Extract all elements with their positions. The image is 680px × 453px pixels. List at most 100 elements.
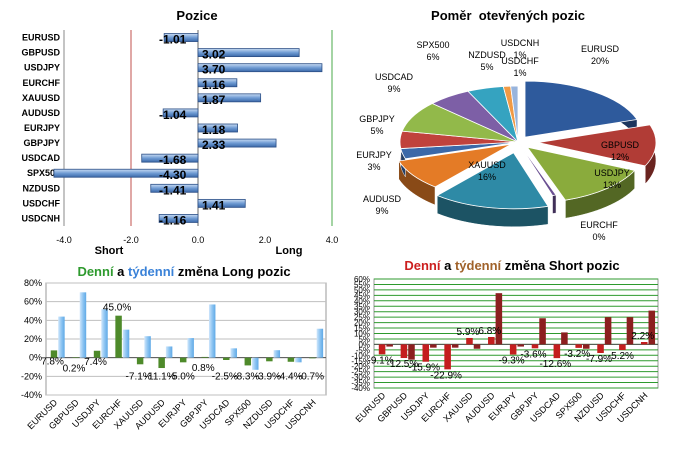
data-label: 2.2% <box>631 331 654 342</box>
category-label: USDCNH <box>21 213 60 223</box>
y-tick-label: 10% <box>354 330 370 339</box>
daily-change-bar <box>466 337 473 345</box>
category-label: EURCHF <box>23 78 61 88</box>
daily-change-bar <box>115 315 122 358</box>
weekly-change-bar <box>252 357 259 370</box>
position-bar <box>197 78 238 88</box>
daily-change-bar <box>444 344 451 370</box>
position-value-label: -4.30 <box>159 168 187 182</box>
pie-slice-label: USDJPY <box>594 168 630 178</box>
x-tick-label: 0.0 <box>192 235 205 245</box>
position-value-label: 2.33 <box>202 138 226 152</box>
daily-change-bar <box>378 344 386 355</box>
pie-slice-percent: 3% <box>367 162 380 172</box>
long-label: Long <box>276 245 303 257</box>
pie-slice-label: XAUUSD <box>468 160 506 170</box>
long-change-title: Denní a týdenní změna Long pozic <box>77 264 290 279</box>
position-value-label: 1.18 <box>202 123 226 137</box>
pie-slice-label: USDCNH <box>501 38 540 48</box>
data-label: -9.3% <box>499 356 525 367</box>
weekly-change-bar <box>144 336 151 358</box>
short-change-title: Denní a týdenní změna Short pozic <box>404 258 619 273</box>
pie-slice-label: GBPUSD <box>601 140 640 150</box>
daily-change-bar <box>201 356 208 358</box>
category-label: EURUSD <box>22 33 61 43</box>
y-tick-label: -35% <box>351 379 370 388</box>
pie-slice-percent: 1% <box>513 50 526 60</box>
y-tick-label: 40% <box>354 297 370 306</box>
y-tick-label: 25% <box>354 313 370 322</box>
pie-slice <box>526 146 636 201</box>
data-label: -15.9% <box>408 363 440 374</box>
weekly-change-bar <box>230 348 237 358</box>
daily-change-bar <box>531 344 539 349</box>
position-bar <box>158 214 199 223</box>
daily-change-bar <box>158 357 165 369</box>
pie-slice-label: EURUSD <box>581 44 620 54</box>
short-title-and: a <box>440 258 454 273</box>
pie-slice-percent: 9% <box>387 84 400 94</box>
category-label: NZDUSD <box>23 183 61 193</box>
data-label: -12.6% <box>539 359 571 370</box>
data-label: -3.2% <box>564 349 590 360</box>
pie-slice-percent: 1% <box>513 68 526 78</box>
weekly-change-bar <box>582 344 590 349</box>
position-bar <box>197 123 238 133</box>
data-label: -9.1% <box>367 355 393 366</box>
x-tick-label: 4.0 <box>326 235 339 245</box>
y-tick-label: 40% <box>24 315 42 325</box>
weekly-change-bar <box>79 292 87 358</box>
long-change-chart: Denní a týdenní změna Long pozic -40% -20… <box>21 264 327 432</box>
daily-change-bar <box>287 357 295 362</box>
position-value-label: 1.16 <box>202 78 226 92</box>
weekly-change-bar <box>122 329 130 358</box>
y-tick-label: 60% <box>24 297 42 307</box>
data-label: -11.1% <box>145 372 176 383</box>
positions-chart: Pozice EURUSD -1.01 GBPUSD 3.02 USDJPY 3.70 EU… <box>21 8 338 257</box>
category-label: USDJPY <box>24 63 60 73</box>
pie-slice-label: AUDUSD <box>363 194 402 204</box>
category-label: XAUUSD <box>22 93 61 103</box>
category-label: GBPJPY <box>23 138 60 148</box>
category-label: SPX500 <box>27 168 60 178</box>
pie-slice-percent: 0% <box>592 232 605 242</box>
data-label: -7.9% <box>586 354 612 365</box>
x-tick-label: -4.0 <box>56 235 72 245</box>
pie-slice <box>436 152 549 210</box>
y-tick-label: -40% <box>351 384 370 393</box>
data-label: -4.4% <box>276 372 302 383</box>
daily-change-bar <box>400 344 408 359</box>
position-value-label: -1.04 <box>159 108 187 122</box>
daily-change-bar <box>223 357 230 360</box>
position-value-label: 3.02 <box>202 48 226 62</box>
y-tick-label: 0% <box>358 340 370 349</box>
category-label: USDCAD <box>21 153 60 163</box>
category-label: GBPUSD <box>21 48 60 58</box>
daily-change-bar <box>597 344 604 354</box>
data-label: 0.8% <box>192 363 215 374</box>
y-tick-label: 35% <box>354 302 370 311</box>
daily-change-bar <box>244 357 252 366</box>
y-tick-label: 20% <box>24 334 42 344</box>
daily-change-bar <box>136 357 144 365</box>
weekly-change-bar <box>101 309 108 358</box>
pie-slice-percent: 5% <box>370 126 383 136</box>
weekly-change-bar <box>604 317 612 345</box>
category-label: USDCHF <box>23 198 61 208</box>
long-title-and: a <box>114 264 128 279</box>
weekly-change-bar <box>626 317 634 345</box>
daily-change-bar <box>575 344 582 348</box>
position-bar <box>162 108 199 118</box>
long-title-rest: změna Long pozic <box>174 264 290 279</box>
position-bar <box>197 198 246 208</box>
weekly-change-bar <box>165 346 173 358</box>
pie-slice-percent: 9% <box>375 206 388 216</box>
position-value-label: -1.16 <box>159 213 187 227</box>
data-label: 0.2% <box>63 363 86 374</box>
positions-title: Pozice <box>176 8 217 23</box>
short-change-chart: Denní a týdenní změna Short pozic -40%-3… <box>351 258 659 425</box>
category-label: EURJPY <box>24 123 60 133</box>
pie-slice <box>517 141 557 196</box>
pie-slice-percent: 13% <box>603 180 621 190</box>
